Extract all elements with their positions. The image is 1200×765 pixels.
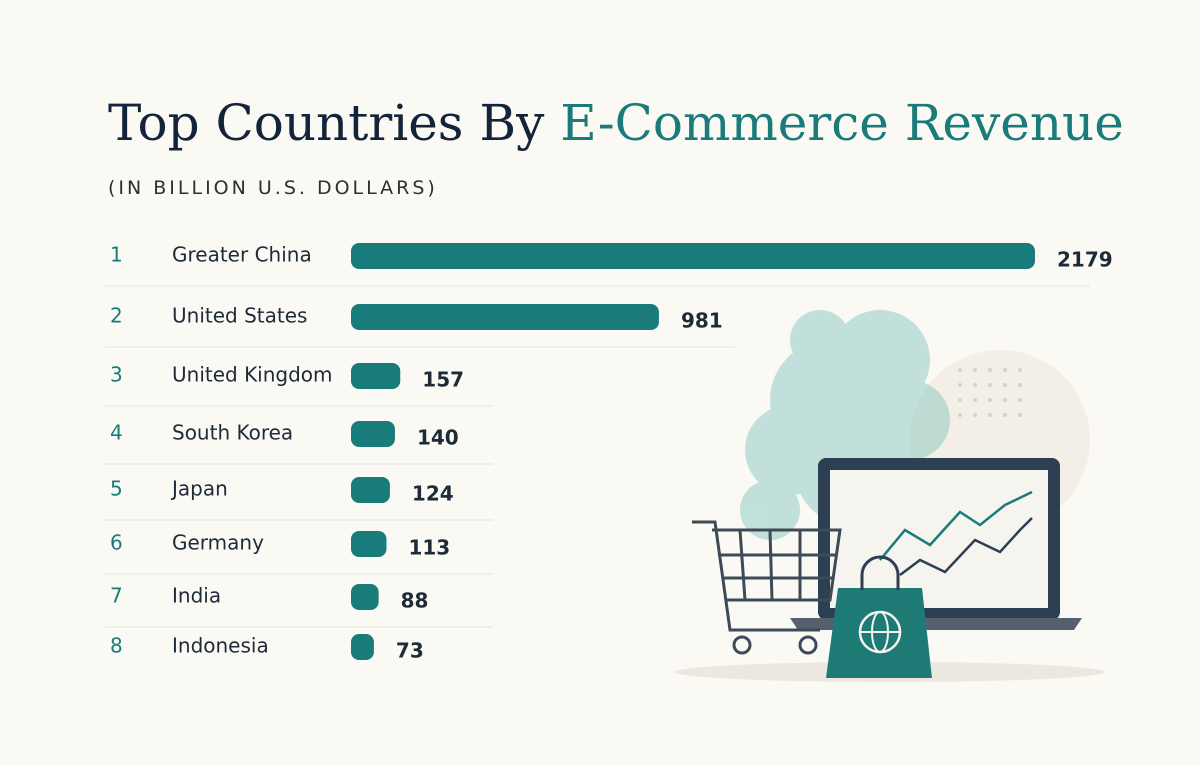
- subtitle: (IN BILLION U.S. DOLLARS): [108, 177, 438, 199]
- value-label: 124: [412, 482, 454, 506]
- rank: 7: [110, 584, 123, 608]
- bar: [351, 531, 387, 557]
- bar: [351, 243, 1035, 269]
- value-label: 2179: [1057, 248, 1113, 272]
- rank: 6: [110, 531, 123, 555]
- bar: [351, 304, 659, 330]
- illustration: [675, 310, 1105, 682]
- rank: 8: [110, 634, 123, 658]
- category-label: Japan: [170, 477, 228, 501]
- value-label: 157: [422, 368, 464, 392]
- rank: 3: [110, 363, 123, 387]
- title-main: Top Countries By: [108, 94, 545, 152]
- category-label: United States: [172, 304, 307, 328]
- bar: [351, 477, 390, 503]
- category-label: United Kingdom: [172, 363, 333, 387]
- bar: [351, 363, 401, 389]
- value-label: 88: [401, 589, 429, 613]
- rank: 4: [110, 421, 123, 445]
- value-label: 113: [408, 536, 450, 560]
- category-label: Greater China: [172, 243, 312, 267]
- rank: 1: [110, 243, 123, 267]
- rank: 2: [110, 304, 123, 328]
- category-label: South Korea: [172, 421, 293, 445]
- category-label: India: [172, 584, 221, 608]
- title-highlight: E-Commerce Revenue: [560, 94, 1124, 152]
- chart-title: Top Countries By E-Commerce Revenue: [108, 94, 1124, 152]
- category-label: Germany: [172, 531, 264, 555]
- value-label: 73: [396, 639, 424, 663]
- value-label: 981: [681, 309, 723, 333]
- bar: [351, 584, 379, 610]
- category-label: Indonesia: [172, 634, 269, 658]
- bar: [351, 421, 395, 447]
- rank: 5: [110, 477, 123, 501]
- bar: [351, 634, 374, 660]
- value-label: 140: [417, 426, 459, 450]
